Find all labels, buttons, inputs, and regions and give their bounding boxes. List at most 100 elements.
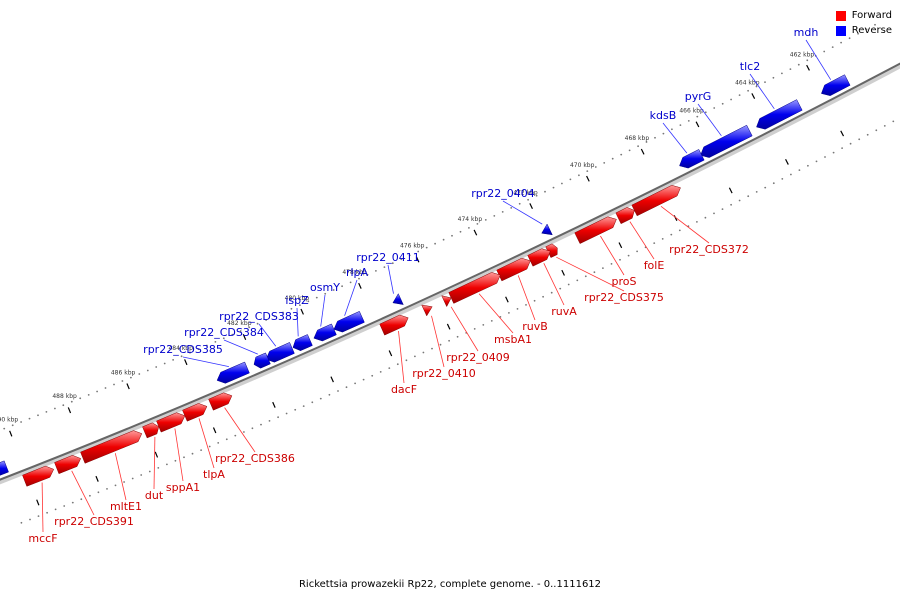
scale-dot-1 xyxy=(268,420,271,422)
gene-mdh[interactable] xyxy=(821,74,851,96)
scale-dot-1 xyxy=(730,203,732,206)
gene-rpr22_CDS384[interactable] xyxy=(253,352,271,369)
scale-dot-1 xyxy=(781,178,784,180)
scale-dot-1 xyxy=(738,199,741,202)
scale-dot-0 xyxy=(518,202,521,205)
scale-dot-1 xyxy=(371,374,374,377)
gene-tlpA[interactable] xyxy=(182,403,208,422)
scale-dot-0 xyxy=(206,344,208,347)
scale-dot-0 xyxy=(442,238,445,241)
leader-tlc2 xyxy=(749,73,775,110)
gene-sppA1[interactable] xyxy=(156,412,186,433)
scale-dot-0 xyxy=(806,59,809,62)
gene-rpr22_0411[interactable] xyxy=(392,293,404,305)
scale-dot-1 xyxy=(157,467,160,469)
legend: Forward Reverse xyxy=(835,8,892,38)
scale-dot-0 xyxy=(391,262,394,265)
scale-dot-1 xyxy=(20,521,23,524)
gene-rpr22_CDS386[interactable] xyxy=(208,392,233,411)
scale-dot-0 xyxy=(535,194,538,197)
scale-dot-0 xyxy=(797,63,800,66)
scale-dot-0 xyxy=(831,46,834,48)
kbp-tick-label: 466 kbp xyxy=(679,108,704,115)
kbp-tick-lower xyxy=(673,215,678,221)
scale-dot-1 xyxy=(516,308,519,310)
gene-rlpA[interactable] xyxy=(333,310,365,333)
scale-dot-0 xyxy=(578,174,580,177)
scale-dot-1 xyxy=(790,173,792,176)
gene-ruvA[interactable] xyxy=(527,248,551,267)
scale-dot-0 xyxy=(54,407,56,410)
scale-dot-0 xyxy=(45,411,48,413)
gene-label-mdh: mdh xyxy=(794,26,819,39)
scale-dot-0 xyxy=(484,219,487,221)
gene-kdsB[interactable] xyxy=(679,149,705,169)
scale-dot-0 xyxy=(789,68,792,70)
scale-dot-1 xyxy=(140,474,143,476)
scale-dot-1 xyxy=(456,335,459,338)
scale-dot-1 xyxy=(311,401,314,404)
scale-dot-0 xyxy=(400,258,403,261)
scale-dot-0 xyxy=(764,81,766,83)
gene-rpr22_0410[interactable] xyxy=(421,304,433,317)
gene-mccF[interactable] xyxy=(22,465,55,487)
scale-dot-0 xyxy=(130,376,132,379)
legend-reverse: Reverse xyxy=(835,23,892,38)
scale-dot-0 xyxy=(290,307,293,310)
leader-rpr22_CDS383 xyxy=(258,323,277,347)
gene-osmY[interactable] xyxy=(313,323,337,342)
scale-dot-0 xyxy=(222,337,225,340)
scale-dot-1 xyxy=(704,216,707,219)
scale-dot-1 xyxy=(533,299,536,302)
scale-dots xyxy=(3,23,895,524)
kbp-tick-lower xyxy=(618,242,623,249)
kbp-tick xyxy=(358,282,362,289)
gene-msbA1[interactable] xyxy=(448,272,501,304)
kbp-tick-lower xyxy=(785,158,789,165)
scale-dot-1 xyxy=(106,488,108,490)
gene-rpr22_CDS385[interactable] xyxy=(216,361,250,384)
gene-rpr22_CDS375[interactable] xyxy=(545,243,558,258)
scale-dot-1 xyxy=(405,359,408,362)
scale-dot-0 xyxy=(79,397,82,400)
gene-mltE1[interactable] xyxy=(80,430,143,464)
gene-ispZ[interactable] xyxy=(292,334,313,351)
map-caption: Rickettsia prowazekii Rp22, complete gen… xyxy=(298,579,602,590)
gene-rpr22_CDS391[interactable] xyxy=(54,455,82,475)
gene-label-tlc2: tlc2 xyxy=(740,60,760,73)
gene-rpr22_0404[interactable] xyxy=(541,223,553,236)
scale-dot-1 xyxy=(345,386,348,389)
kbp-tick-label: 468 kbp xyxy=(625,135,650,142)
gene-features xyxy=(0,74,851,487)
gene-rpr22_CDS372[interactable] xyxy=(631,185,681,217)
kbp-tick-label: 488 kbp xyxy=(52,393,77,400)
gene-proS[interactable] xyxy=(574,216,617,244)
gene-ruvB[interactable] xyxy=(496,257,531,282)
kbp-tick xyxy=(806,64,810,71)
gene-dut[interactable] xyxy=(142,422,160,439)
scale-dot-0 xyxy=(493,215,496,217)
scale-dot-0 xyxy=(20,421,22,423)
gene-label-msbA1: msbA1 xyxy=(494,333,532,346)
scale-dot-0 xyxy=(37,414,39,417)
gene-tlc2[interactable] xyxy=(756,99,803,130)
scale-dot-1 xyxy=(148,470,151,473)
scale-dot-1 xyxy=(200,449,203,451)
scale-dot-0 xyxy=(459,230,462,233)
leader-proS xyxy=(600,235,625,276)
scale-dot-0 xyxy=(155,366,158,368)
scale-dot-1 xyxy=(114,484,117,487)
scale-dot-1 xyxy=(71,501,74,504)
gene-label-proS: proS xyxy=(612,275,637,288)
scale-dot-0 xyxy=(527,198,529,201)
scale-dot-1 xyxy=(183,456,185,459)
leader-mccF xyxy=(41,482,44,533)
scale-dot-1 xyxy=(191,452,194,455)
gene-folE[interactable] xyxy=(615,207,635,225)
gene-partial-left[interactable] xyxy=(0,460,9,476)
gene-rpr22_0409[interactable] xyxy=(441,295,452,308)
scale-dot-0 xyxy=(569,178,572,181)
scale-dot-1 xyxy=(798,169,801,172)
gene-dacF[interactable] xyxy=(379,314,409,336)
